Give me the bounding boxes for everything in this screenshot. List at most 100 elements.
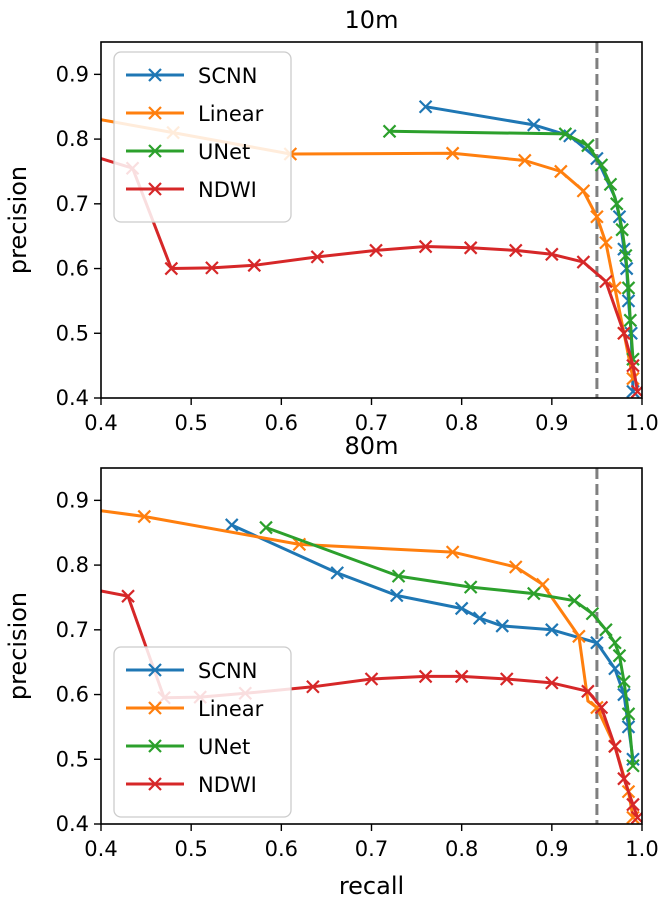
data-point-ndwi [454, 669, 469, 684]
x-tick-label: 0.9 [535, 837, 568, 861]
data-point-unet [615, 222, 629, 237]
y-axis-label: precision [4, 166, 32, 274]
data-point-unet [391, 569, 406, 583]
legend: SCNN Linear UNet NDWI [113, 51, 292, 223]
data-point-ndwi [626, 797, 640, 812]
y-tick-label: 0.9 [56, 62, 89, 86]
data-point-linear [518, 153, 532, 168]
data-point-ndwi [626, 358, 640, 373]
data-point-ndwi [508, 243, 523, 258]
data-point-scnn [330, 566, 345, 580]
y-tick-label: 0.6 [56, 257, 89, 281]
data-point-scnn [495, 619, 510, 633]
data-point-ndwi [545, 247, 559, 262]
x-tick-label: 0.7 [355, 411, 388, 435]
legend-marker-scnn [148, 663, 162, 677]
data-point-ndwi [617, 326, 631, 341]
legend-label-scnn: SCNN [198, 64, 257, 88]
data-point-ndwi [247, 258, 262, 273]
data-point-unet [608, 635, 622, 650]
legend-marker-scnn [148, 68, 162, 82]
data-point-ndwi [121, 589, 135, 603]
data-point-ndwi [594, 700, 609, 715]
legend-marker-ndwi [148, 182, 162, 196]
data-point-unet [623, 313, 638, 328]
data-point-unet [621, 707, 636, 721]
data-point-unet [626, 758, 640, 773]
legend-marker-unet [148, 739, 162, 753]
data-point-ndwi [364, 672, 379, 686]
x-tick-label: 0.7 [355, 837, 388, 861]
data-point-linear [572, 629, 586, 644]
data-point-scnn [545, 623, 559, 637]
y-tick-label: 0.4 [56, 812, 89, 836]
y-tick-label: 0.8 [56, 553, 89, 577]
data-point-unet [621, 281, 636, 295]
data-point-linear [137, 509, 152, 524]
x-axis-label: recall [339, 872, 404, 900]
data-point-scnn [472, 611, 487, 625]
legend-marker-linear [148, 106, 162, 120]
legend-label-linear: Linear [198, 102, 264, 126]
legend-label-unet: UNet [198, 735, 250, 759]
data-point-ndwi [463, 241, 478, 255]
data-point-ndwi [581, 684, 595, 699]
legend-marker-unet [148, 144, 162, 158]
y-tick-label: 0.7 [56, 618, 89, 642]
x-tick-label: 0.6 [265, 837, 298, 861]
x-tick-label: 0.8 [445, 411, 478, 435]
legend-marker-ndwi [148, 777, 162, 791]
data-point-ndwi [576, 255, 591, 269]
data-point-ndwi [205, 261, 219, 275]
legend-label-unet: UNet [198, 140, 250, 164]
data-point-ndwi [418, 669, 433, 684]
x-tick-label: 0.6 [265, 411, 298, 435]
legend-label-linear: Linear [198, 697, 264, 721]
y-tick-label: 0.8 [56, 127, 89, 151]
chart-panel-2: 0.4 0.5 0.6 0.7 0.8 0.9 1.0 0.4 0.5 0.6 0.7 0.8 0.9 8… [4, 432, 659, 900]
legend: SCNN Linear UNet NDWI [113, 646, 292, 818]
data-point-scnn [418, 99, 433, 114]
chart-panel-1: 0.4 0.5 0.6 0.7 0.8 0.9 1.0 0.4 0.5 0.6 0.7 0.8 0.9 1… [4, 6, 659, 435]
data-point-unet [527, 586, 541, 601]
data-point-unet [603, 177, 618, 192]
y-tick-label: 0.4 [56, 386, 89, 410]
y-tick-label: 0.5 [56, 747, 89, 771]
data-point-ndwi [369, 243, 383, 258]
data-point-unet [617, 674, 631, 689]
data-point-linear [445, 146, 460, 161]
data-point-ndwi [545, 676, 559, 690]
data-point-linear [599, 235, 613, 250]
data-point-ndwi [599, 274, 613, 289]
x-tick-label: 0.5 [174, 411, 207, 435]
data-point-ndwi [617, 771, 631, 786]
plot-area [101, 509, 642, 824]
legend-label-ndwi: NDWI [198, 178, 257, 202]
x-tick-label: 0.8 [445, 837, 478, 861]
data-point-unet [581, 138, 595, 153]
data-point-scnn [608, 661, 622, 676]
data-point-ndwi [418, 239, 433, 254]
legend-marker-linear [148, 701, 162, 715]
series-line-scnn [231, 523, 635, 760]
data-point-ndwi [608, 739, 622, 754]
data-point-linear [590, 209, 604, 224]
data-point-linear [576, 184, 591, 198]
data-point-ndwi [499, 672, 514, 686]
y-tick-label: 0.5 [56, 321, 89, 345]
data-point-unet [558, 127, 573, 141]
data-point-linear [445, 545, 460, 559]
legend-box [113, 51, 292, 223]
legend-label-scnn: SCNN [198, 659, 257, 683]
legend-box [113, 646, 292, 818]
x-tick-label: 0.4 [84, 411, 117, 435]
x-tick-label: 1.0 [625, 837, 658, 861]
data-point-scnn [590, 635, 604, 650]
x-tick-label: 1.0 [625, 411, 658, 435]
legend-label-ndwi: NDWI [198, 773, 257, 797]
data-point-ndwi [164, 261, 179, 276]
data-point-scnn [617, 687, 631, 702]
data-point-unet [609, 197, 624, 211]
data-point-scnn [224, 518, 239, 532]
